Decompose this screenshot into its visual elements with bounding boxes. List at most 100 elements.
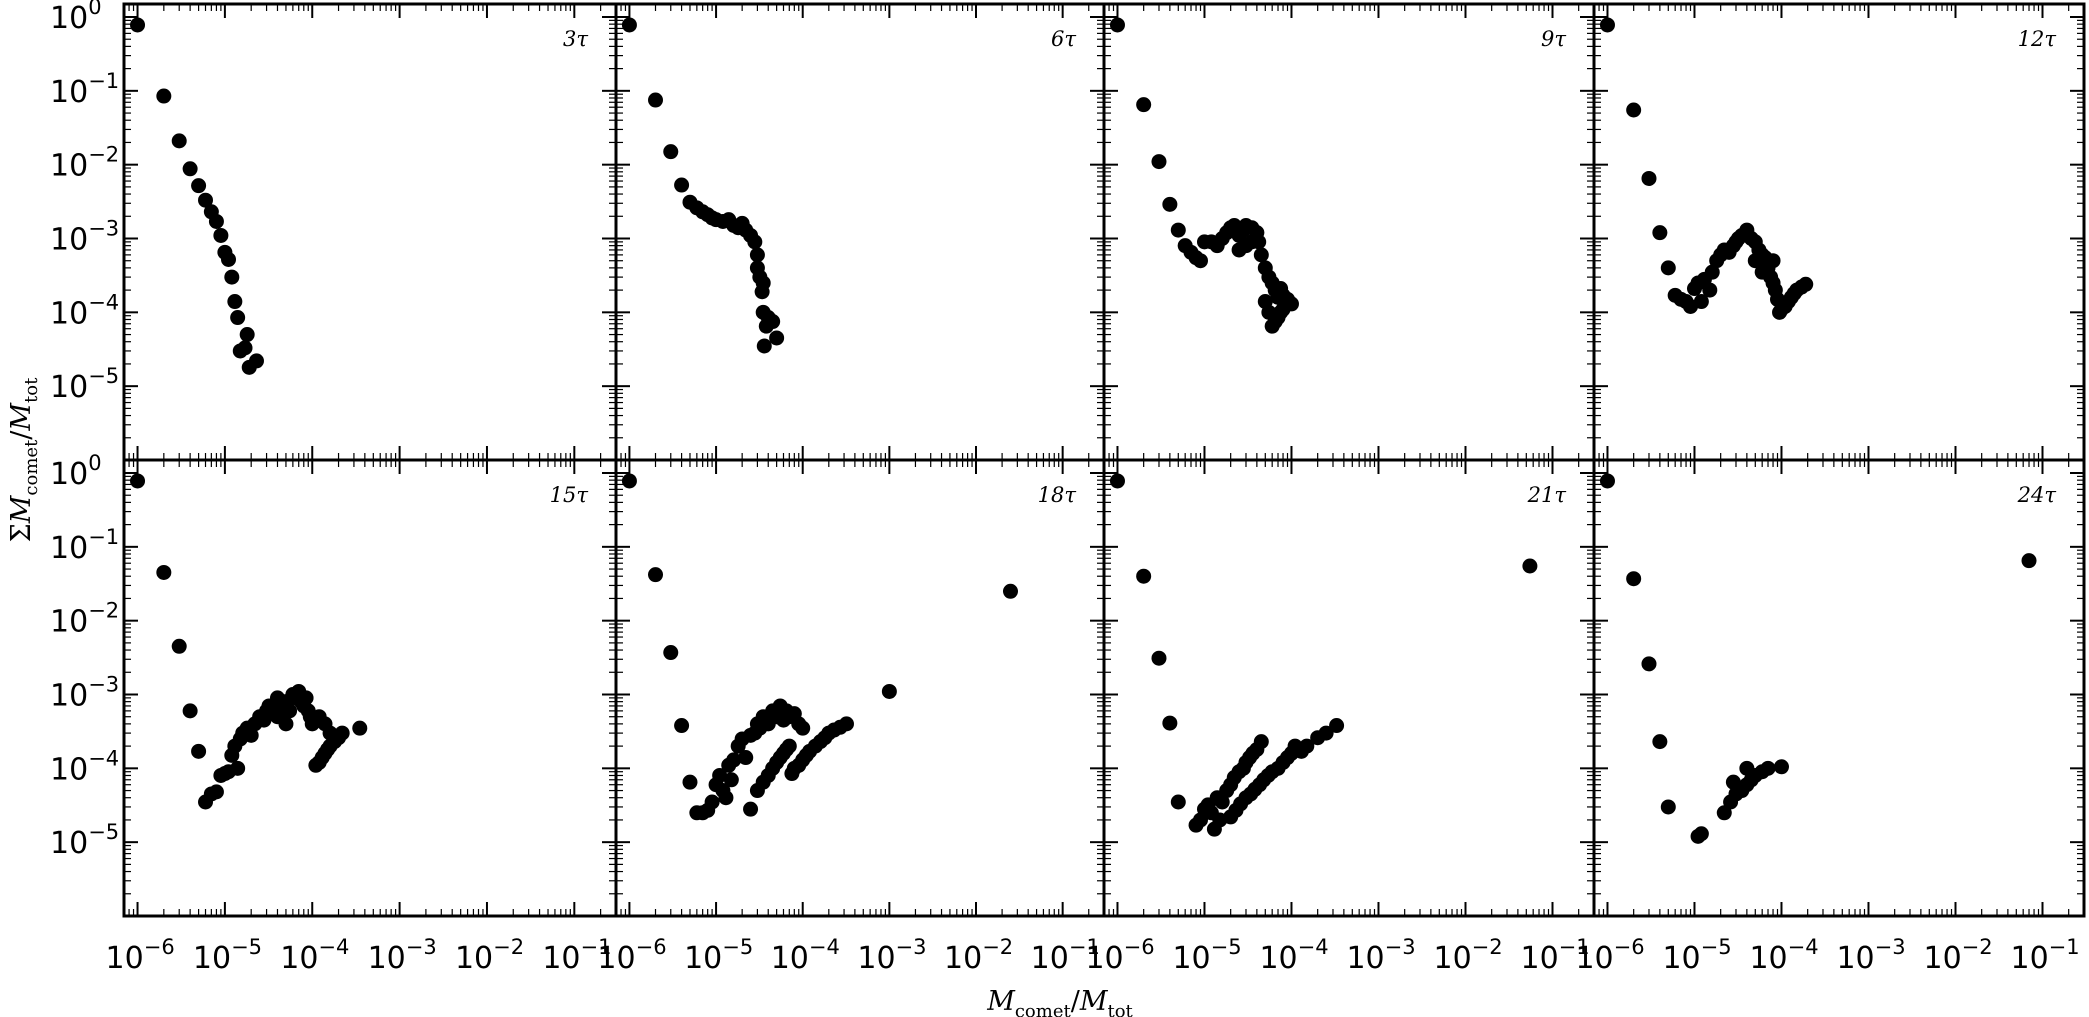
data-point (648, 567, 664, 583)
data-point (239, 327, 255, 343)
data-point (198, 192, 214, 208)
data-point (621, 17, 637, 33)
data-point (1626, 571, 1642, 587)
data-point (237, 340, 253, 356)
data-point (1725, 774, 1741, 790)
panel-label: 6τ (1051, 27, 1076, 51)
data-point (1162, 715, 1178, 731)
y-tick-label: 10−4 (50, 746, 119, 787)
panel-label: 18τ (1038, 483, 1077, 507)
data-point (749, 260, 765, 276)
x-tick-label: 10−2 (455, 935, 524, 976)
data-point (1318, 725, 1334, 741)
panel-grid: 3τ 100 10−1 10−2 10−3 10−4 10−5 6τ 9τ 12τ 15τ 100 10… (50, 0, 2086, 976)
data-point (1702, 282, 1718, 298)
y-tick-label: 100 (50, 451, 102, 492)
data-point (1739, 760, 1755, 776)
panel-label: 9τ (1541, 27, 1566, 51)
data-point (243, 727, 259, 743)
data-point (1626, 102, 1642, 118)
y-tick-label: 10−5 (50, 820, 119, 861)
data-point (1522, 558, 1538, 574)
data-point (1253, 247, 1269, 263)
x-tick-label: 10−3 (857, 935, 926, 976)
panel: 24τ 10−6 10−5 10−4 10−3 10−2 10−1 (1575, 458, 2086, 976)
panel-frame (1102, 458, 1596, 918)
data-point (156, 88, 172, 104)
data-point (322, 725, 338, 741)
data-point (1109, 473, 1125, 489)
y-tick-label: 10−1 (50, 525, 119, 566)
data-point (230, 310, 246, 326)
x-tick-label: 10−2 (944, 935, 1013, 976)
x-tick-label: 10−5 (1662, 935, 1731, 976)
data-point (769, 330, 785, 346)
x-tick-label: 10−5 (684, 935, 753, 976)
panel-frame (1592, 2, 2086, 462)
x-tick-label: 10−3 (368, 935, 437, 976)
data-point (1652, 225, 1668, 241)
data-point (1136, 568, 1152, 584)
y-tick-label: 10−3 (50, 673, 119, 714)
data-point (352, 720, 368, 736)
panel: 15τ 100 10−1 10−2 10−3 10−4 10−5 10−6 10−5 10−4 10… (50, 451, 618, 976)
data-point (1641, 656, 1657, 672)
x-tick-label: 10−6 (1085, 935, 1154, 976)
data-point (781, 738, 797, 754)
panel-label: 3τ (563, 27, 588, 51)
data-point (278, 716, 294, 732)
y-tick-label: 10−2 (50, 599, 119, 640)
x-tick-label: 10−6 (106, 935, 175, 976)
x-tick-label: 10−1 (2010, 935, 2079, 976)
data-point (1299, 738, 1315, 754)
data-point (1192, 253, 1208, 269)
data-point (1214, 794, 1230, 810)
panel: 6τ (614, 2, 1106, 462)
panel-frame (1592, 458, 2086, 918)
data-point (221, 251, 237, 267)
x-tick-label: 10−6 (1575, 935, 1644, 976)
panel-frame (614, 458, 1106, 918)
panel: 21τ 10−6 10−5 10−4 10−3 10−2 10−1 (1085, 458, 1596, 976)
data-point (1170, 222, 1186, 238)
data-point (765, 314, 781, 330)
data-point (1136, 97, 1152, 113)
x-tick-label: 10−4 (1749, 935, 1818, 976)
data-point (130, 473, 146, 489)
data-point (334, 725, 350, 741)
x-tick-label: 10−2 (1433, 935, 1502, 976)
data-point (182, 161, 198, 177)
data-point (749, 247, 765, 263)
data-point (1747, 253, 1763, 269)
data-point (838, 716, 854, 732)
panel-label: 12τ (2018, 27, 2057, 51)
x-tick-label: 10−2 (1923, 935, 1992, 976)
data-point (1151, 154, 1167, 170)
data-point (1773, 759, 1789, 775)
data-point (1162, 196, 1178, 212)
data-point (1231, 242, 1247, 258)
data-point (1760, 760, 1776, 776)
panel-label: 15τ (550, 483, 589, 507)
data-point (718, 790, 734, 806)
data-point (208, 213, 224, 229)
data-point (1652, 734, 1668, 750)
data-point (298, 690, 314, 706)
y-tick-label: 10−5 (50, 364, 119, 405)
x-tick-label: 10−1 (1031, 935, 1100, 976)
data-point (1002, 583, 1018, 599)
data-point (1599, 473, 1615, 489)
data-point (130, 17, 146, 33)
data-point (756, 338, 772, 354)
data-point (191, 178, 207, 194)
y-axis-title: ΣMcomet/Mtot (6, 377, 42, 542)
panel: 12τ (1592, 2, 2086, 462)
panel-label: 21τ (1527, 483, 1567, 507)
data-point (1704, 264, 1720, 280)
data-point (682, 774, 698, 790)
data-point (881, 683, 897, 699)
data-point (248, 353, 264, 369)
data-point (191, 743, 207, 759)
data-point (738, 750, 754, 766)
data-point (674, 718, 690, 734)
